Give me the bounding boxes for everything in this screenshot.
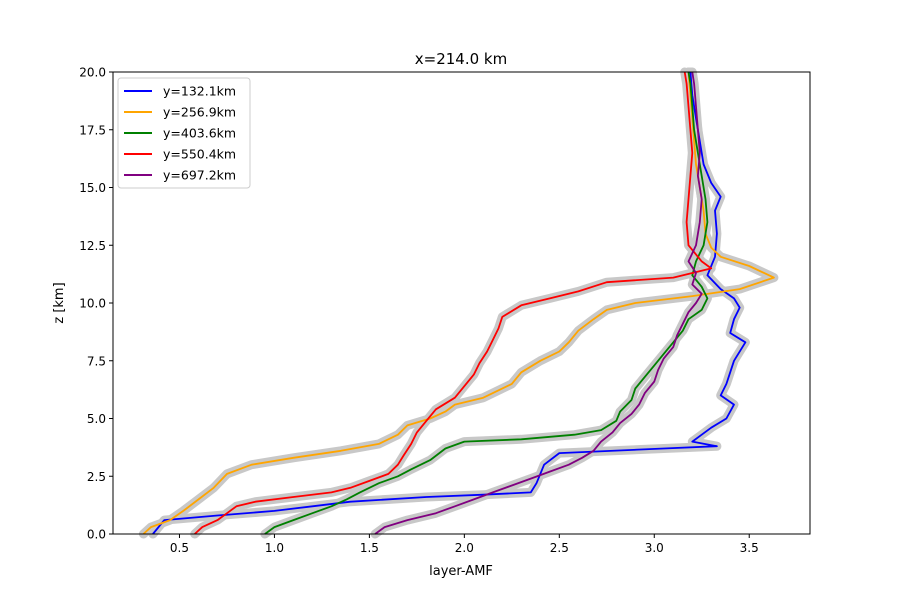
chart-title: x=214.0 km <box>415 50 507 68</box>
y-tick-label: 5.0 <box>87 412 106 426</box>
legend: y=132.1km y=256.9km y=403.6km y=550.4km y=69… <box>117 77 251 189</box>
y-tick-label: 10.0 <box>79 297 106 311</box>
x-tick-label: 1.5 <box>360 541 379 555</box>
legend-box <box>117 77 251 189</box>
y-tick-label: 0.0 <box>87 528 106 542</box>
y-axis-label: z [km] <box>52 282 67 323</box>
x-axis-label: layer-AMF <box>429 564 493 579</box>
series-lines <box>142 71 775 535</box>
y-tick-label: 12.5 <box>79 239 106 253</box>
series-line-3 <box>194 71 713 535</box>
legend-label-3: y=550.4km <box>163 147 236 162</box>
y-tick-label: 15.0 <box>79 181 106 195</box>
legend-label-2: y=403.6km <box>163 126 236 141</box>
legend-label-0: y=132.1km <box>163 84 236 99</box>
series-line-1 <box>142 71 775 535</box>
y-tick-label: 17.5 <box>79 123 106 137</box>
series-line-4 <box>374 71 703 535</box>
x-tick-label: 2.5 <box>550 541 569 555</box>
y-axis: 0.0 2.5 5.0 7.5 10.0 12.5 15.0 17.5 20.0 <box>79 66 113 542</box>
y-tick-label: 20.0 <box>79 66 106 80</box>
x-axis: 0.5 1.0 1.5 2.0 2.5 3.0 3.5 <box>170 534 759 555</box>
series-line-2 <box>264 71 709 535</box>
x-tick-label: 1.0 <box>265 541 284 555</box>
x-tick-label: 3.5 <box>740 541 759 555</box>
x-tick-label: 3.0 <box>645 541 664 555</box>
y-tick-label: 2.5 <box>87 470 106 484</box>
series-line-0 <box>152 71 747 535</box>
y-tick-label: 7.5 <box>87 354 106 368</box>
legend-label-1: y=256.9km <box>163 105 236 120</box>
x-tick-label: 2.0 <box>455 541 474 555</box>
x-tick-label: 0.5 <box>170 541 189 555</box>
legend-label-4: y=697.2km <box>163 168 236 183</box>
